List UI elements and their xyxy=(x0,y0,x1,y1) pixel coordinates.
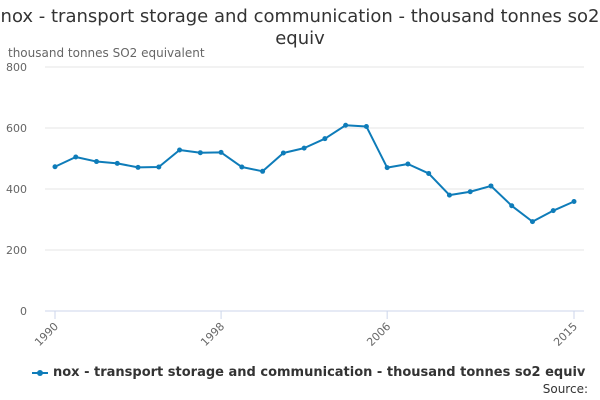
data-point-1993[interactable] xyxy=(114,160,120,166)
data-point-2013[interactable] xyxy=(529,219,535,225)
data-point-1994[interactable] xyxy=(135,164,141,170)
x-tick-label-1990: 1990 xyxy=(32,320,61,349)
data-point-2009[interactable] xyxy=(446,192,452,198)
data-point-2007[interactable] xyxy=(405,161,411,167)
data-point-2006[interactable] xyxy=(384,165,390,171)
data-point-2008[interactable] xyxy=(426,170,432,176)
source-label: Source: xyxy=(542,382,588,396)
data-point-1990[interactable] xyxy=(52,164,58,170)
legend-label: nox - transport storage and communicatio… xyxy=(53,365,586,380)
data-point-2012[interactable] xyxy=(509,203,515,209)
y-tick-label-800: 800 xyxy=(6,61,27,74)
series-layer xyxy=(52,122,577,225)
data-point-1998[interactable] xyxy=(218,149,224,155)
x-tick-label-2006: 2006 xyxy=(364,320,393,349)
x-tick-label-1998: 1998 xyxy=(198,320,227,349)
chart-title: nox - transport storage and communicatio… xyxy=(0,6,600,49)
data-point-2003[interactable] xyxy=(322,136,328,142)
gridlines xyxy=(45,66,584,251)
data-point-1992[interactable] xyxy=(94,159,100,165)
y-tick-label-0: 0 xyxy=(20,305,27,318)
data-point-2001[interactable] xyxy=(280,150,286,156)
y-axis-label: thousand tonnes SO2 equivalent xyxy=(8,46,205,60)
data-point-2014[interactable] xyxy=(550,208,556,214)
x-tick-label-2015: 2015 xyxy=(551,320,580,349)
y-tick-label-200: 200 xyxy=(6,244,27,257)
y-axis-ticks: 0 200 400 600 800 xyxy=(6,61,27,318)
series-line-0 xyxy=(54,124,575,223)
data-point-2015[interactable] xyxy=(571,199,577,205)
data-point-1991[interactable] xyxy=(73,154,79,160)
data-point-1996[interactable] xyxy=(177,147,183,153)
data-point-2005[interactable] xyxy=(363,123,369,129)
x-axis-ticks: 1990 1998 2006 2015 xyxy=(32,311,580,349)
y-tick-label-400: 400 xyxy=(6,183,27,196)
data-point-2002[interactable] xyxy=(301,145,307,151)
data-point-1999[interactable] xyxy=(239,164,245,170)
legend[interactable]: nox - transport storage and communicatio… xyxy=(32,365,585,380)
data-point-2000[interactable] xyxy=(260,168,266,174)
data-point-2004[interactable] xyxy=(343,122,349,128)
data-point-1997[interactable] xyxy=(197,150,203,156)
legend-line-icon xyxy=(32,367,48,379)
y-tick-label-600: 600 xyxy=(6,122,27,135)
data-point-2011[interactable] xyxy=(488,183,494,189)
data-point-1995[interactable] xyxy=(156,164,162,170)
data-point-2010[interactable] xyxy=(467,189,473,195)
